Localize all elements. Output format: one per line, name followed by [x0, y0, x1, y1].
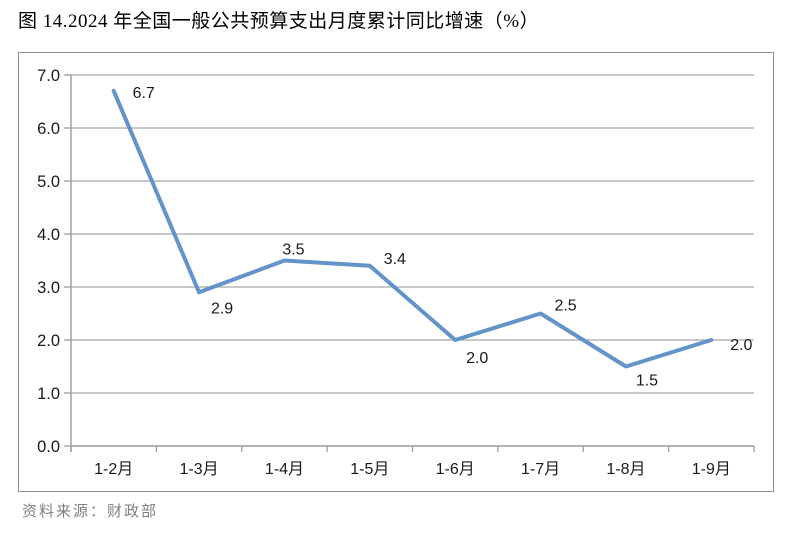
- svg-text:2.0: 2.0: [37, 332, 60, 350]
- data-label: 2.9: [211, 300, 233, 317]
- y-axis-labels: 0.0 1.0 2.0 3.0 4.0 5.0 6.0 7.0: [37, 67, 60, 456]
- svg-text:1-7月: 1-7月: [521, 461, 560, 478]
- svg-text:5.0: 5.0: [37, 173, 60, 191]
- svg-text:6.0: 6.0: [37, 120, 60, 138]
- tick-marks: [64, 74, 755, 452]
- line-chart: 0.0 1.0 2.0 3.0 4.0 5.0 6.0 7.0 1-2月 1-3月 1-4月 1-5月…: [37, 67, 755, 478]
- data-labels: 6.7 2.9 3.5 3.4 2.0 2.5 1.5 2.0: [133, 85, 753, 390]
- svg-text:1-3月: 1-3月: [179, 461, 218, 478]
- source-note: 资料来源：财政部: [22, 504, 159, 520]
- svg-text:4.0: 4.0: [37, 226, 60, 244]
- data-label: 2.0: [730, 337, 752, 354]
- series-line: [111, 88, 714, 369]
- svg-text:7.0: 7.0: [37, 67, 60, 85]
- svg-text:1-8月: 1-8月: [606, 461, 645, 478]
- data-label: 2.0: [466, 350, 488, 367]
- svg-text:1-4月: 1-4月: [265, 461, 304, 478]
- data-label: 1.5: [636, 373, 658, 390]
- svg-text:1-9月: 1-9月: [692, 461, 731, 478]
- svg-text:3.0: 3.0: [37, 279, 60, 297]
- axes: [70, 75, 754, 452]
- data-label: 3.5: [282, 242, 304, 259]
- svg-text:0.0: 0.0: [37, 438, 60, 456]
- svg-text:1.0: 1.0: [37, 385, 60, 403]
- chart-frame: 0.0 1.0 2.0 3.0 4.0 5.0 6.0 7.0 1-2月 1-3月 1-4月 1-5月…: [18, 52, 774, 492]
- figure-title: 图 14.2024 年全国一般公共预算支出月度累计同比增速（%）: [18, 11, 540, 32]
- data-label: 3.4: [384, 251, 406, 268]
- gridlines: [71, 74, 754, 394]
- svg-text:1-5月: 1-5月: [350, 461, 389, 478]
- data-label: 6.7: [133, 85, 155, 102]
- svg-text:1-2月: 1-2月: [94, 461, 133, 478]
- data-label: 2.5: [554, 298, 576, 315]
- svg-text:1-6月: 1-6月: [436, 461, 475, 478]
- x-axis-labels: 1-2月 1-3月 1-4月 1-5月 1-6月 1-7月 1-8月 1-9月: [94, 461, 731, 478]
